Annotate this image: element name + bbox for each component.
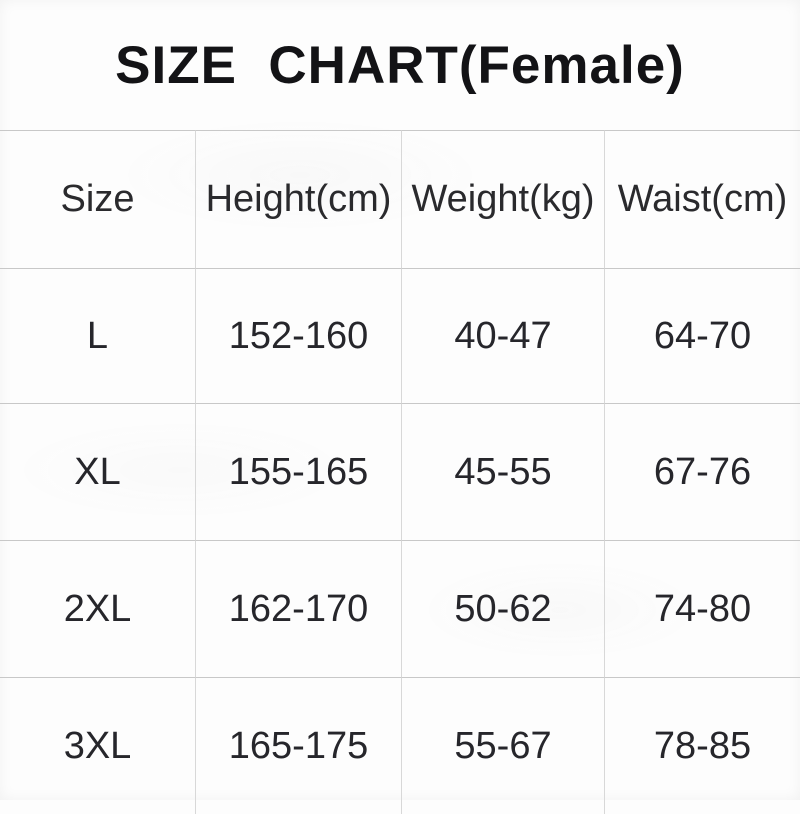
cell-row-l-waist: 64-70 (605, 268, 800, 403)
cell-row-2xl-size: 2XL (0, 540, 196, 677)
column-header-waist: Waist(cm) (605, 130, 800, 268)
cell-row-2xl-waist: 74-80 (605, 540, 800, 677)
cell-row-xl-waist: 67-76 (605, 403, 800, 540)
cell-row-l-height: 152-160 (196, 268, 402, 403)
column-header-size: Size (0, 130, 196, 268)
cell-row-2xl-weight: 50-62 (402, 540, 605, 677)
cell-row-3xl-size: 3XL (0, 677, 196, 814)
column-header-height: Height(cm) (196, 130, 402, 268)
cell-row-3xl-height: 165-175 (196, 677, 402, 814)
cell-row-xl-size: XL (0, 403, 196, 540)
cell-row-3xl-weight: 55-67 (402, 677, 605, 814)
cell-row-l-size: L (0, 268, 196, 403)
cell-row-3xl-waist: 78-85 (605, 677, 800, 814)
chart-title: SIZE CHART(Female) (115, 35, 685, 95)
cell-row-2xl-height: 162-170 (196, 540, 402, 677)
cell-row-l-weight: 40-47 (402, 268, 605, 403)
size-table: Size Height(cm) Weight(kg) Waist(cm) L 1… (0, 130, 800, 814)
column-header-weight: Weight(kg) (402, 130, 605, 268)
cell-row-xl-height: 155-165 (196, 403, 402, 540)
cell-row-xl-weight: 45-55 (402, 403, 605, 540)
